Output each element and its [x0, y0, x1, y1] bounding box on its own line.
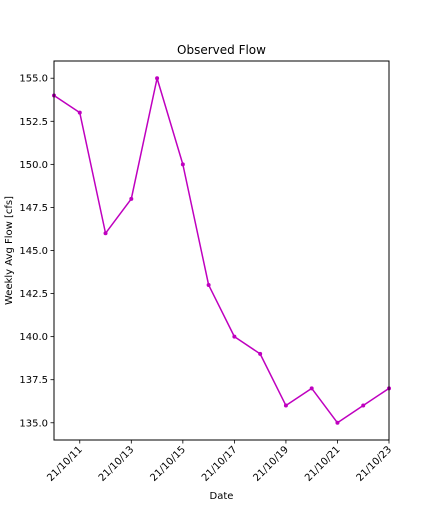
data-point: [129, 196, 134, 201]
y-tick-label: 147.5: [19, 203, 48, 214]
y-tick-label: 155.0: [19, 74, 48, 85]
y-tick-label: 152.5: [19, 117, 48, 128]
y-tick-label: 150.0: [19, 160, 48, 171]
data-point: [232, 334, 237, 339]
data-point: [155, 76, 160, 81]
data-point: [180, 162, 185, 167]
y-tick-label: 135.0: [19, 418, 48, 429]
data-point: [103, 231, 108, 236]
data-point: [77, 110, 82, 115]
chart-title: Observed Flow: [177, 43, 266, 57]
data-point: [361, 403, 366, 408]
y-axis: 135.0 137.5 140.0 142.5 145.0 147.5 150.0 152.5…: [19, 74, 54, 429]
x-axis-label: Date: [210, 491, 234, 502]
y-tick-label: 142.5: [19, 289, 48, 300]
y-tick-label: 140.0: [19, 332, 48, 343]
data-point: [335, 420, 340, 425]
data-point: [258, 351, 263, 356]
y-tick-label: 137.5: [19, 375, 48, 386]
y-axis-label: Weekly Avg Flow [cfs]: [4, 196, 15, 305]
data-point: [283, 403, 288, 408]
data-point: [206, 282, 211, 287]
plot-frame: [53, 60, 390, 441]
series-layer: [52, 76, 391, 425]
series-line: [53, 77, 390, 424]
y-tick-label: 145.0: [19, 246, 48, 257]
data-point: [309, 386, 314, 391]
